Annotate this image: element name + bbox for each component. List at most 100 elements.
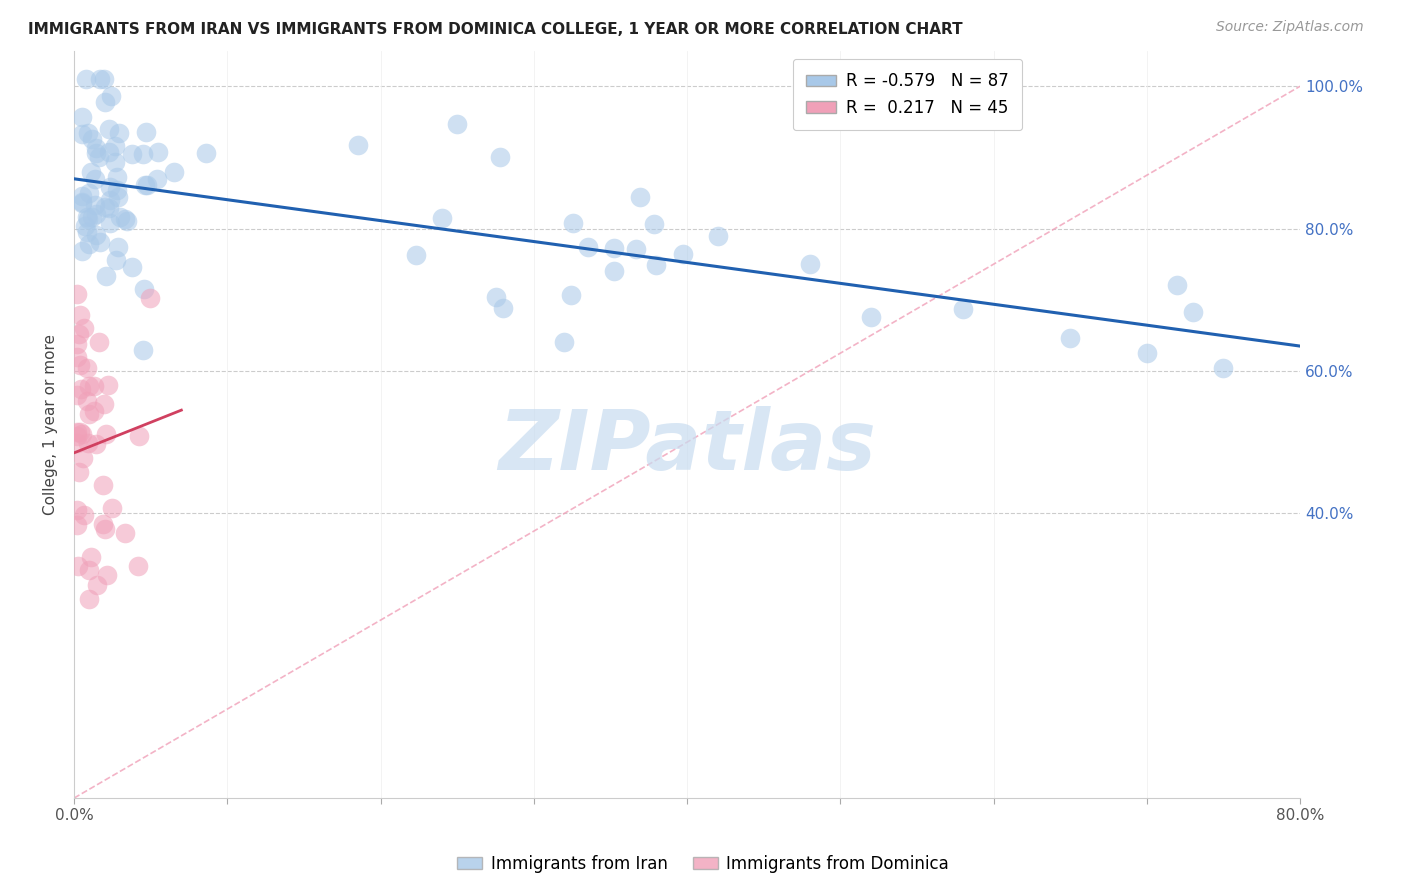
Point [70, 110, 93, 124]
Point [67, 326, 90, 341]
Point [104, 138, 127, 153]
Point [194, 146, 217, 161]
Point [128, 428, 150, 442]
Point [79, 591, 101, 606]
Point [66, 429, 89, 443]
Point [91, 517, 114, 532]
Point [93, 200, 115, 214]
Point [136, 178, 159, 192]
Point [93, 72, 115, 87]
Point [80, 131, 103, 145]
Point [489, 150, 512, 164]
Point [108, 127, 131, 141]
Point [859, 310, 882, 325]
Point [94, 95, 117, 109]
Point [94, 427, 117, 442]
Point [69, 425, 91, 439]
Legend: R = -0.579   N = 87, R =  0.217   N = 45: R = -0.579 N = 87, R = 0.217 N = 45 [793, 59, 1022, 130]
Point [77, 408, 100, 422]
Point [70, 196, 93, 211]
Point [80, 210, 103, 224]
Point [132, 147, 155, 161]
Point [76, 126, 98, 140]
Point [89, 334, 111, 349]
Point [1059, 330, 1081, 344]
Y-axis label: College, 1 year or more: College, 1 year or more [44, 334, 58, 515]
Point [672, 247, 695, 261]
Point [430, 211, 453, 226]
Point [628, 190, 651, 204]
Point [645, 258, 668, 272]
Point [83, 404, 105, 418]
Point [93, 396, 115, 410]
Point [107, 240, 129, 254]
Point [69, 358, 91, 372]
Point [67, 558, 90, 573]
Point [70, 188, 93, 202]
Point [70, 127, 93, 141]
Text: ZIPatlas: ZIPatlas [498, 406, 876, 487]
Point [98, 122, 121, 136]
Point [84, 228, 107, 243]
Point [643, 217, 665, 231]
Point [148, 145, 170, 160]
Point [96, 269, 118, 284]
Point [603, 241, 626, 255]
Point [127, 558, 149, 573]
Point [77, 436, 100, 450]
Point [76, 361, 98, 376]
Point [69, 308, 91, 322]
Point [706, 229, 728, 244]
Point [72, 426, 94, 441]
Point [86, 207, 108, 221]
Point [1181, 304, 1204, 318]
Point [77, 236, 100, 251]
Point [66, 287, 89, 301]
Point [405, 248, 427, 262]
Point [1166, 278, 1188, 293]
Point [73, 321, 96, 335]
Point [576, 240, 599, 254]
Legend: Immigrants from Iran, Immigrants from Dominica: Immigrants from Iran, Immigrants from Do… [451, 848, 955, 880]
Point [84, 198, 107, 212]
Point [79, 563, 101, 577]
Point [96, 568, 118, 582]
Point [80, 549, 103, 564]
Point [1136, 345, 1159, 359]
Point [98, 179, 121, 194]
Point [603, 264, 626, 278]
Point [799, 257, 821, 271]
Point [114, 525, 136, 540]
Point [84, 437, 107, 451]
Point [139, 291, 162, 305]
Point [105, 169, 128, 184]
Point [91, 477, 114, 491]
Point [104, 155, 127, 169]
Point [66, 388, 89, 402]
Point [553, 335, 575, 350]
Point [121, 147, 143, 161]
Point [560, 287, 582, 301]
Point [145, 172, 167, 186]
Point [98, 145, 121, 159]
Point [84, 140, 107, 154]
Point [76, 393, 98, 408]
Point [93, 522, 115, 536]
Point [346, 138, 368, 153]
Point [485, 290, 508, 304]
Point [70, 194, 93, 209]
Text: IMMIGRANTS FROM IRAN VS IMMIGRANTS FROM DOMINICA COLLEGE, 1 YEAR OR MORE CORRELA: IMMIGRANTS FROM IRAN VS IMMIGRANTS FROM … [28, 22, 963, 37]
Point [76, 210, 98, 224]
Point [83, 379, 105, 393]
Point [77, 186, 100, 200]
Point [163, 165, 186, 179]
Point [66, 425, 89, 440]
Point [75, 72, 97, 87]
Point [134, 178, 156, 193]
Point [76, 225, 98, 239]
Point [89, 72, 111, 87]
Point [121, 260, 143, 274]
Point [97, 378, 120, 392]
Point [72, 450, 94, 465]
Point [1212, 361, 1234, 376]
